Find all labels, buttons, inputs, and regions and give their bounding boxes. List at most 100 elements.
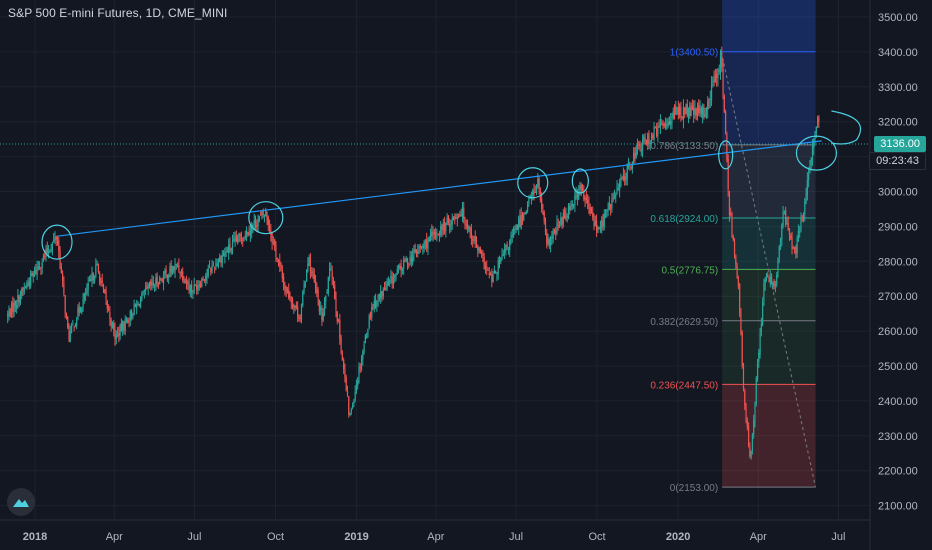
candle-body bbox=[712, 81, 714, 83]
candle-body bbox=[570, 207, 572, 210]
candle-body bbox=[108, 308, 110, 311]
candle-body bbox=[23, 287, 25, 291]
candle-body bbox=[673, 112, 676, 115]
candle-body bbox=[587, 199, 589, 204]
candle-body bbox=[502, 254, 504, 256]
candle-body bbox=[289, 296, 291, 301]
candle-body bbox=[721, 52, 723, 67]
candle-body bbox=[18, 295, 20, 303]
candle-body bbox=[82, 299, 84, 309]
candle-body bbox=[142, 290, 144, 293]
candle-body bbox=[153, 285, 156, 287]
candle-body bbox=[427, 242, 429, 250]
candle-body bbox=[378, 294, 381, 297]
candle-body bbox=[211, 265, 213, 272]
candle-body bbox=[493, 269, 495, 274]
candle-body bbox=[756, 363, 759, 380]
candle-body bbox=[797, 230, 800, 241]
candle-body bbox=[528, 198, 530, 204]
candle-body bbox=[498, 259, 501, 265]
candle-body bbox=[290, 300, 292, 303]
candle-body bbox=[558, 226, 561, 228]
candle-body bbox=[454, 216, 456, 220]
candle-body bbox=[742, 364, 745, 390]
candle-body bbox=[511, 234, 513, 237]
candle-body bbox=[507, 248, 510, 250]
candle-body bbox=[484, 268, 487, 271]
candle-body bbox=[592, 212, 594, 218]
annotation-circle bbox=[41, 224, 73, 260]
candle-body bbox=[67, 317, 69, 328]
candle-body bbox=[580, 184, 582, 190]
candle-body bbox=[32, 273, 34, 278]
chart-title: S&P 500 E-mini Futures, 1D, CME_MINI bbox=[8, 6, 228, 20]
candle-body bbox=[458, 216, 460, 218]
candle-body bbox=[230, 248, 232, 252]
time-axis-tick-label: Oct bbox=[267, 531, 284, 543]
candle-body bbox=[579, 184, 581, 194]
candle-body bbox=[510, 236, 512, 240]
candle-body bbox=[49, 251, 51, 253]
candle-body bbox=[523, 212, 525, 221]
candle-body bbox=[260, 214, 262, 216]
candle-body bbox=[509, 239, 511, 251]
candle-body bbox=[506, 244, 508, 247]
candle-body bbox=[478, 248, 480, 252]
candle-body bbox=[419, 245, 421, 248]
candle-body bbox=[170, 265, 172, 273]
candle-body bbox=[492, 275, 494, 282]
candle-body bbox=[196, 285, 198, 291]
candle-body bbox=[159, 277, 161, 285]
candle-body bbox=[774, 284, 777, 287]
time-axis-tick-label: Apr bbox=[106, 531, 123, 543]
candle-body bbox=[88, 279, 91, 282]
candle-body bbox=[745, 405, 747, 421]
candle-body bbox=[717, 68, 719, 79]
candle-body bbox=[753, 420, 755, 435]
candle-body bbox=[96, 264, 98, 266]
candle-body bbox=[465, 224, 467, 226]
candles bbox=[7, 46, 820, 460]
candle-body bbox=[351, 405, 354, 409]
candle-body bbox=[781, 224, 783, 239]
candle-body bbox=[377, 295, 379, 300]
candle-body bbox=[584, 197, 586, 200]
candle-body bbox=[70, 324, 73, 333]
candle-body bbox=[39, 266, 41, 268]
trendline bbox=[56, 140, 822, 237]
candle-body bbox=[355, 384, 358, 392]
candle-body bbox=[133, 304, 135, 316]
candle-body bbox=[777, 257, 779, 277]
candle-body bbox=[401, 267, 404, 272]
fib-level-label: 0(2153.00) bbox=[670, 483, 718, 494]
candle-body bbox=[19, 296, 22, 304]
candle-body bbox=[593, 216, 595, 227]
candle-body bbox=[95, 265, 97, 276]
candle-body bbox=[317, 290, 319, 300]
candle-body bbox=[470, 228, 472, 239]
candle-body bbox=[483, 257, 485, 269]
candle-body bbox=[634, 152, 636, 158]
tradingview-logo-icon[interactable] bbox=[7, 488, 35, 516]
candle-body bbox=[703, 106, 705, 118]
candle-body bbox=[751, 434, 754, 451]
candle-body bbox=[100, 281, 102, 283]
candle-body bbox=[346, 391, 349, 397]
candle-body bbox=[418, 246, 420, 254]
candle-body bbox=[786, 223, 788, 225]
candle-body bbox=[366, 336, 368, 338]
candle-body bbox=[705, 107, 708, 116]
candle-body bbox=[680, 107, 682, 118]
candle-body bbox=[14, 300, 16, 307]
candle-body bbox=[308, 257, 310, 266]
candle-body bbox=[452, 216, 455, 218]
candle-body bbox=[576, 194, 579, 199]
candle-body bbox=[449, 224, 451, 228]
candle-body bbox=[256, 225, 258, 228]
candle-body bbox=[169, 267, 171, 277]
candle-body bbox=[156, 276, 158, 285]
candle-body bbox=[694, 108, 696, 115]
candle-body bbox=[435, 232, 437, 237]
